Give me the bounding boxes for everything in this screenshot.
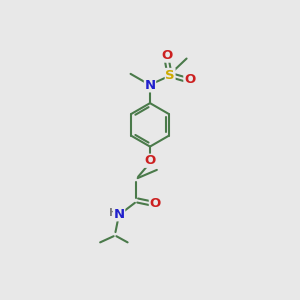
Text: S: S [165, 68, 175, 82]
Text: O: O [184, 73, 195, 86]
Text: N: N [144, 79, 156, 92]
Text: N: N [114, 208, 125, 221]
Text: O: O [161, 49, 172, 62]
Text: O: O [144, 154, 156, 167]
Text: O: O [149, 197, 161, 210]
Text: H: H [109, 208, 118, 218]
